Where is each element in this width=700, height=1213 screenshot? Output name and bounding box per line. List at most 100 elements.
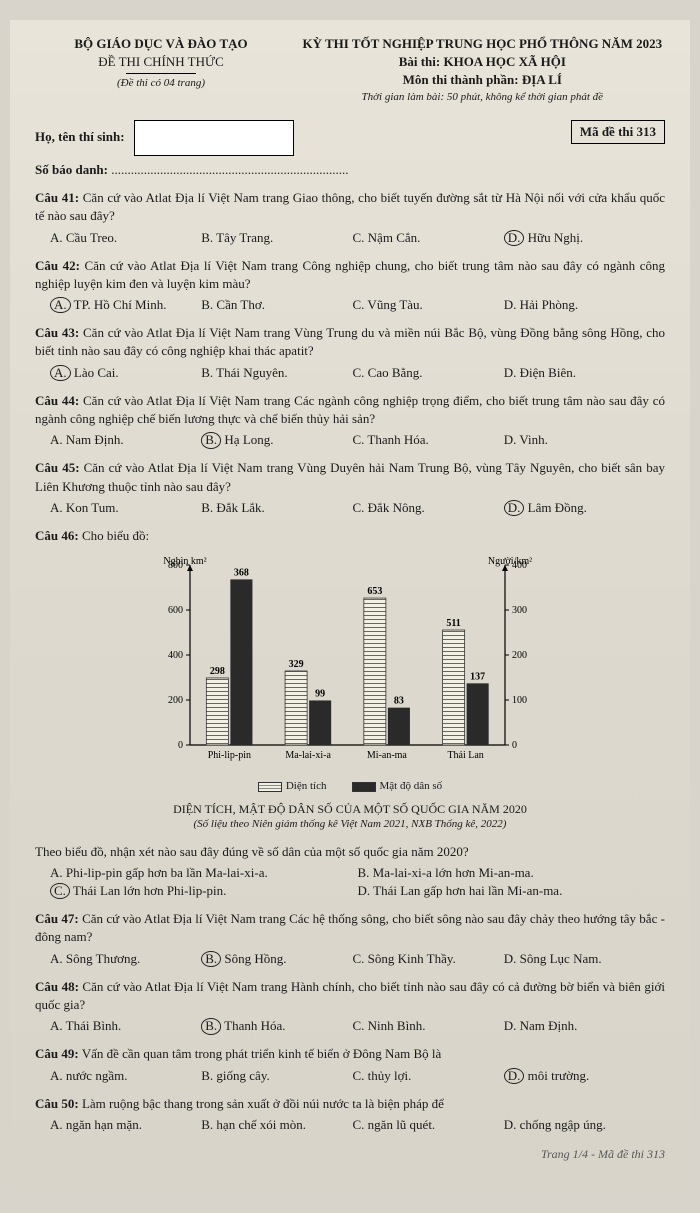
q49-options: A. nước ngầm. B. giống cây. C. thủy lợi.… xyxy=(50,1067,655,1085)
q49-text: Vấn đề cần quan tâm trong phát triển kin… xyxy=(82,1046,442,1061)
svg-text:200: 200 xyxy=(512,650,527,661)
q50-C: C. ngăn lũ quét. xyxy=(353,1116,504,1134)
svg-text:Ma-lai-xi-a: Ma-lai-xi-a xyxy=(285,750,331,761)
question-48: Câu 48: Căn cứ vào Atlat Địa lí Việt Nam… xyxy=(35,978,665,1036)
chart-container: 02004006008000100200300400Nghìn km²Người… xyxy=(35,555,665,833)
header-left: BỘ GIÁO DỤC VÀ ĐÀO TẠO ĐỀ THI CHÍNH THỨC… xyxy=(35,35,287,105)
q41-options: A. Cầu Treo. B. Tây Trang. C. Nậm Cắn. D… xyxy=(50,229,655,247)
q49-label: Câu 49: xyxy=(35,1046,79,1061)
q43-D: D. Điện Biên. xyxy=(504,364,655,382)
svg-text:368: 368 xyxy=(234,568,249,579)
circled-icon: B. xyxy=(201,1018,221,1034)
q50-D: D. chống ngập úng. xyxy=(504,1116,655,1134)
question-50: Câu 50: Làm ruộng bậc thang trong sản xu… xyxy=(35,1095,665,1134)
q41-A: A. Cầu Treo. xyxy=(50,229,201,247)
q41-label: Câu 41: xyxy=(35,190,79,205)
q45-C: C. Đắk Nông. xyxy=(353,499,504,517)
svg-text:329: 329 xyxy=(289,659,304,670)
circled-icon: B. xyxy=(201,432,221,448)
ministry-label: BỘ GIÁO DỤC VÀ ĐÀO TẠO xyxy=(35,35,287,53)
q48-B: B. Thanh Hóa. xyxy=(201,1017,352,1035)
svg-text:137: 137 xyxy=(470,671,485,682)
chart: 02004006008000100200300400Nghìn km²Người… xyxy=(140,555,560,794)
svg-text:100: 100 xyxy=(512,695,527,706)
q44-options: A. Nam Định. B. Hạ Long. C. Thanh Hóa. D… xyxy=(50,431,655,449)
question-42: Câu 42: Căn cứ vào Atlat Địa lí Việt Nam… xyxy=(35,257,665,315)
q49-C: C. thủy lợi. xyxy=(353,1067,504,1085)
q45-D: D. Lâm Đồng. xyxy=(504,499,655,517)
question-45: Câu 45: Căn cứ vào Atlat Địa lí Việt Nam… xyxy=(35,459,665,517)
svg-text:400: 400 xyxy=(168,650,183,661)
name-row: Họ, tên thí sinh: Mã đề thi 313 xyxy=(35,120,665,156)
q42-B: B. Cần Thơ. xyxy=(201,296,352,314)
subject: Môn thi thành phần: ĐỊA LÍ xyxy=(300,71,665,89)
q43-label: Câu 43: xyxy=(35,325,79,340)
q43-text: Căn cứ vào Atlat Địa lí Việt Nam trang V… xyxy=(35,325,665,358)
svg-text:600: 600 xyxy=(168,605,183,616)
q45-options: A. Kon Tum. B. Đắk Lắk. C. Đắk Nông. D. … xyxy=(50,499,655,517)
circled-icon: D. xyxy=(504,1068,525,1084)
header: BỘ GIÁO DỤC VÀ ĐÀO TẠO ĐỀ THI CHÍNH THỨC… xyxy=(35,35,665,105)
q46-text: Theo biểu đồ, nhận xét nào sau đây đúng … xyxy=(35,844,469,859)
question-47: Câu 47: Căn cứ vào Atlat Địa lí Việt Nam… xyxy=(35,910,665,968)
q46-A: A. Phi-lip-pin gấp hơn ba lần Ma-lai-xi-… xyxy=(50,864,358,882)
question-43: Câu 43: Căn cứ vào Atlat Địa lí Việt Nam… xyxy=(35,324,665,382)
q49-D: D. môi trường. xyxy=(504,1067,655,1085)
legend-area-label: Diện tích xyxy=(286,780,327,792)
q44-C: C. Thanh Hóa. xyxy=(353,431,504,449)
time-note: Thời gian làm bài: 50 phút, không kể thờ… xyxy=(300,90,665,105)
svg-text:300: 300 xyxy=(512,605,527,616)
q46-body: Theo biểu đồ, nhận xét nào sau đây đúng … xyxy=(35,843,665,901)
svg-text:653: 653 xyxy=(367,586,382,597)
q50-options: A. ngăn hạn mặn. B. hạn chế xói mòn. C. … xyxy=(50,1116,655,1134)
name-label: Họ, tên thí sinh: xyxy=(35,129,125,144)
solid-swatch-icon xyxy=(352,782,376,792)
q48-options: A. Thái Bình. B. Thanh Hóa. C. Ninh Bình… xyxy=(50,1017,655,1035)
q47-options: A. Sông Thương. B. Sông Hồng. C. Sông Ki… xyxy=(50,950,655,968)
circled-icon: A. xyxy=(50,365,71,381)
q44-text: Căn cứ vào Atlat Địa lí Việt Nam trang C… xyxy=(35,393,665,426)
q47-D: D. Sông Lục Nam. xyxy=(504,950,655,968)
name-redacted xyxy=(134,120,294,156)
id-dotted: ........................................… xyxy=(111,162,348,177)
q41-C: C. Nậm Cắn. xyxy=(353,229,504,247)
q42-C: C. Vũng Tàu. xyxy=(353,296,504,314)
q43-B: B. Thái Nguyên. xyxy=(201,364,352,382)
question-49: Câu 49: Vấn đề cần quan tâm trong phát t… xyxy=(35,1045,665,1084)
q46-heading: Cho biểu đồ: xyxy=(82,528,149,543)
q50-B: B. hạn chế xói mòn. xyxy=(201,1116,352,1134)
q44-B: B. Hạ Long. xyxy=(201,431,352,449)
q48-D: D. Nam Định. xyxy=(504,1017,655,1035)
q46-label: Câu 46: xyxy=(35,528,79,543)
svg-text:Phi-lip-pin: Phi-lip-pin xyxy=(208,750,251,761)
bar-chart: 02004006008000100200300400Nghìn km²Người… xyxy=(140,555,560,775)
q48-label: Câu 48: xyxy=(35,979,79,994)
pages-note: (Đề thi có 04 trang) xyxy=(35,76,287,91)
exam-page: BỘ GIÁO DỤC VÀ ĐÀO TẠO ĐỀ THI CHÍNH THỨC… xyxy=(10,20,690,1193)
q47-B: B. Sông Hồng. xyxy=(201,950,352,968)
hatched-swatch-icon xyxy=(258,782,282,792)
chart-subtitle: (Số liệu theo Niên giám thống kê Việt Na… xyxy=(35,817,665,832)
q41-D: D. Hữu Nghị. xyxy=(504,229,655,247)
q43-A: A. Lào Cai. xyxy=(50,364,201,382)
exam-title: KỲ THI TỐT NGHIỆP TRUNG HỌC PHỔ THÔNG NĂ… xyxy=(300,35,665,53)
svg-text:0: 0 xyxy=(512,740,517,751)
q47-A: A. Sông Thương. xyxy=(50,950,201,968)
q42-label: Câu 42: xyxy=(35,258,80,273)
q42-options: A. TP. Hồ Chí Minh. B. Cần Thơ. C. Vũng … xyxy=(50,296,655,314)
id-label: Số báo danh: xyxy=(35,162,108,177)
subject-group: Bài thi: KHOA HỌC XÃ HỘI xyxy=(300,53,665,71)
chart-legend: Diện tích Mật độ dân số xyxy=(140,779,560,794)
question-41: Câu 41: Căn cứ vào Atlat Địa lí Việt Nam… xyxy=(35,189,665,247)
q44-D: D. Vinh. xyxy=(504,431,655,449)
q45-label: Câu 45: xyxy=(35,460,80,475)
q43-options: A. Lào Cai. B. Thái Nguyên. C. Cao Bằng.… xyxy=(50,364,655,382)
q46-C: C. Thái Lan lớn hơn Phi-lip-pin. xyxy=(50,882,358,900)
legend-density: Mật độ dân số xyxy=(352,779,443,794)
q44-A: A. Nam Định. xyxy=(50,431,201,449)
header-right: KỲ THI TỐT NGHIỆP TRUNG HỌC PHỔ THÔNG NĂ… xyxy=(300,35,665,105)
svg-text:0: 0 xyxy=(178,740,183,751)
q42-A: A. TP. Hồ Chí Minh. xyxy=(50,296,201,314)
q42-text: Căn cứ vào Atlat Địa lí Việt Nam trang C… xyxy=(35,258,665,291)
q50-A: A. ngăn hạn mặn. xyxy=(50,1116,201,1134)
